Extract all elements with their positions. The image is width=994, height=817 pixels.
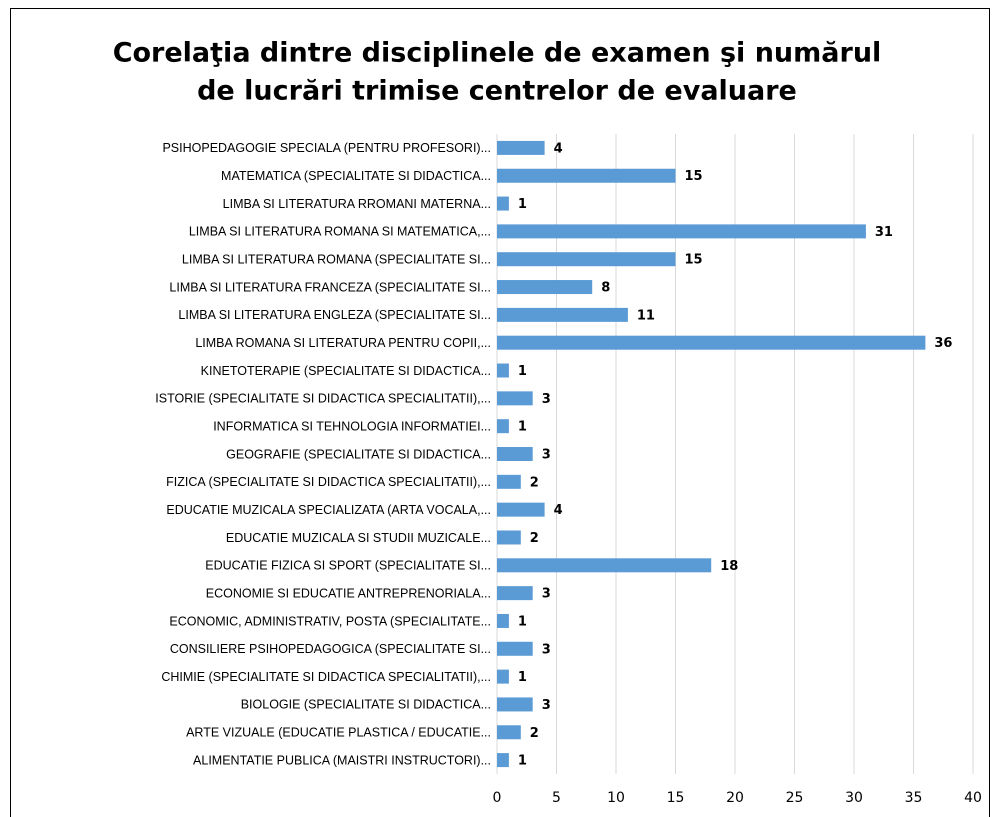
bar [497, 669, 509, 684]
y-tick-label: ECONOMIC, ADMINISTRATIV, POSTA (SPECIALI… [169, 614, 491, 628]
bar [497, 168, 676, 183]
y-tick-label: ECONOMIE SI EDUCATIE ANTREPRENORIALA... [206, 586, 491, 600]
bar [497, 530, 521, 545]
bar [497, 558, 712, 573]
x-tick-label: 15 [667, 790, 685, 806]
bar [497, 335, 926, 350]
x-tick-label: 0 [493, 790, 502, 806]
data-label: 15 [685, 253, 703, 268]
y-tick-label: PSIHOPEDAGOGIE SPECIALA (PENTRU PROFESOR… [162, 141, 491, 155]
bar [497, 725, 521, 740]
data-label: 2 [530, 531, 539, 546]
data-label: 1 [518, 670, 527, 685]
y-tick-label: LIMBA SI LITERATURA ROMANA (SPECIALITATE… [182, 253, 491, 267]
y-tick-label: KINETOTERAPIE (SPECIALITATE SI DIDACTICA… [201, 364, 491, 378]
chart-title: Corelaţia dintre disciplinele de examen … [113, 38, 882, 69]
bar [497, 474, 521, 489]
y-tick-label: MATEMATICA (SPECIALITATE SI DIDACTICA... [221, 169, 491, 183]
data-label: 15 [685, 169, 703, 184]
data-label: 1 [518, 754, 527, 769]
y-tick-label: LIMBA ROMANA SI LITERATURA PENTRU COPII,… [195, 336, 491, 350]
bar [497, 140, 545, 155]
data-label: 3 [542, 642, 551, 657]
x-tick-label: 40 [964, 790, 982, 806]
x-tick-label: 25 [786, 790, 804, 806]
y-tick-label: BIOLOGIE (SPECIALITATE SI DIDACTICA... [241, 698, 491, 712]
y-tick-label: LIMBA SI LITERATURA FRANCEZA (SPECIALITA… [169, 280, 491, 294]
y-tick-label: GEOGRAFIE (SPECIALITATE SI DIDACTICA... [226, 447, 491, 461]
bar [497, 502, 545, 517]
bar [497, 613, 509, 628]
bar [497, 697, 533, 712]
x-tick-label: 35 [905, 790, 923, 806]
data-label: 1 [518, 197, 527, 212]
data-label: 3 [542, 587, 551, 602]
bar [497, 753, 509, 768]
data-label: 4 [554, 141, 563, 156]
data-label: 4 [554, 503, 563, 518]
y-tick-label: LIMBA SI LITERATURA RROMANI MATERNA... [223, 197, 491, 211]
data-label: 2 [530, 726, 539, 741]
y-tick-label: LIMBA SI LITERATURA ROMANA SI MATEMATICA… [189, 225, 491, 239]
y-tick-label: ALIMENTATIE PUBLICA (MAISTRI INSTRUCTORI… [193, 753, 491, 767]
data-label: 1 [518, 364, 527, 379]
data-label: 11 [637, 308, 655, 323]
data-label: 3 [542, 698, 551, 713]
data-label: 8 [601, 281, 610, 296]
x-tick-label: 20 [726, 790, 744, 806]
chart-title: de lucrări trimise centrelor de evaluare [197, 76, 797, 107]
bar [497, 419, 509, 434]
bar [497, 391, 533, 406]
data-label: 2 [530, 475, 539, 490]
bar [497, 586, 533, 601]
x-tick-label: 10 [607, 790, 625, 806]
y-tick-label: ARTE VIZUALE (EDUCATIE PLASTICA / EDUCAT… [186, 726, 491, 740]
chart-border [10, 8, 990, 817]
x-tick-label: 5 [552, 790, 561, 806]
bar [497, 196, 509, 211]
y-tick-label: CONSILIERE PSIHOPEDAGOGICA (SPECIALITATE… [170, 642, 491, 656]
y-tick-label: EDUCATIE FIZICA SI SPORT (SPECIALITATE S… [205, 559, 491, 573]
y-tick-label: EDUCATIE MUZICALA SI STUDII MUZICALE... [226, 531, 491, 545]
bar [497, 224, 866, 239]
data-label: 3 [542, 392, 551, 407]
bar [497, 363, 509, 378]
bar [497, 641, 533, 656]
x-tick-label: 30 [845, 790, 863, 806]
y-tick-label: CHIMIE (SPECIALITATE SI DIDACTICA SPECIA… [161, 670, 491, 684]
bar [497, 252, 676, 267]
bar [497, 280, 593, 295]
y-tick-label: EDUCATIE MUZICALA SPECIALIZATA (ARTA VOC… [166, 503, 491, 517]
y-tick-label: LIMBA SI LITERATURA ENGLEZA (SPECIALITAT… [178, 308, 491, 322]
data-label: 31 [875, 225, 893, 240]
data-label: 1 [518, 420, 527, 435]
bar [497, 307, 628, 322]
y-tick-label: FIZICA (SPECIALITATE SI DIDACTICA SPECIA… [166, 475, 491, 489]
y-tick-label: ISTORIE (SPECIALITATE SI DIDACTICA SPECI… [155, 392, 491, 406]
data-label: 36 [934, 336, 952, 351]
data-label: 1 [518, 614, 527, 629]
bar [497, 447, 533, 461]
data-label: 18 [720, 559, 738, 574]
data-label: 3 [542, 448, 551, 463]
y-tick-label: INFORMATICA SI TEHNOLOGIA INFORMATIEI... [213, 419, 491, 433]
